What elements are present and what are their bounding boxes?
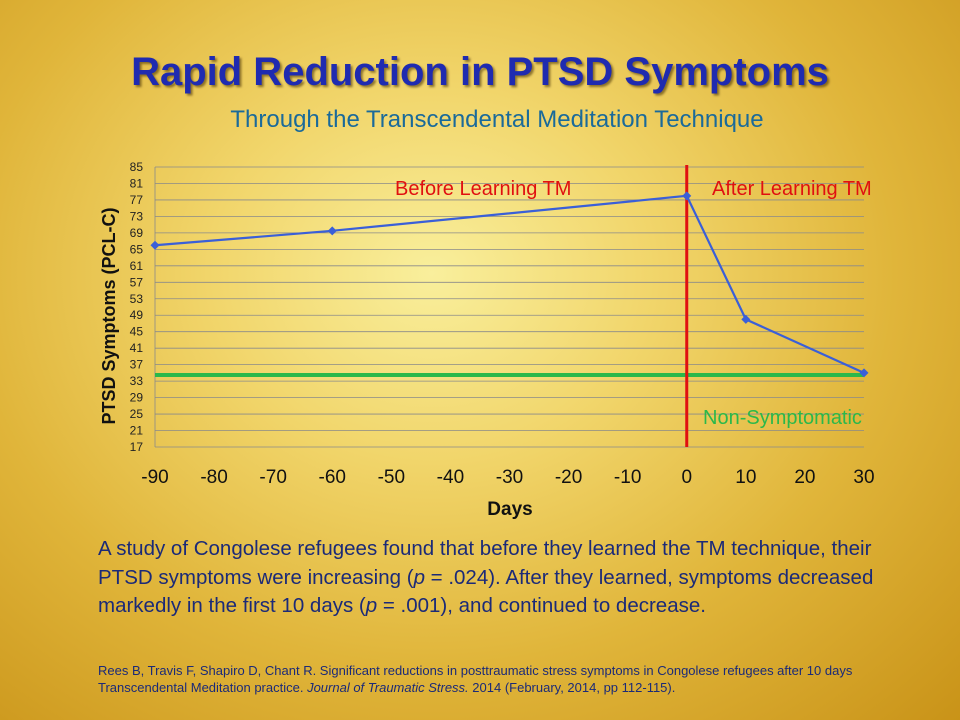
x-tick-label: 30 <box>853 467 874 488</box>
y-tick-label: 29 <box>130 391 144 405</box>
y-tick-label: 77 <box>130 193 144 207</box>
x-tick-label: -80 <box>200 467 227 488</box>
citation: Rees B, Travis F, Shapiro D, Chant R. Si… <box>98 662 898 696</box>
data-point-marker <box>741 314 751 324</box>
y-tick-label: 25 <box>130 407 144 421</box>
y-tick-label: 37 <box>130 358 144 372</box>
y-tick-label: 45 <box>130 325 144 339</box>
x-tick-label: -70 <box>259 467 286 488</box>
citation-journal: Journal of Traumatic Stress. <box>307 680 469 695</box>
y-tick-label: 33 <box>130 374 144 388</box>
grid-lines <box>154 166 864 448</box>
y-axis-ticks: 17 21 25 29 33 37 41 45 49 53 57 61 65 69 73 77 81 85 <box>130 160 144 454</box>
y-tick-label: 65 <box>130 242 144 256</box>
annotation-before-learning: Before Learning TM <box>395 178 571 200</box>
y-tick-label: 49 <box>130 308 144 322</box>
p-value-letter-1: p <box>413 565 425 589</box>
reference-lines <box>155 165 864 447</box>
p-value-letter-2: p <box>365 594 378 617</box>
x-tick-label: -30 <box>496 467 523 488</box>
x-tick-label: 20 <box>794 467 815 488</box>
data-point-marker <box>682 191 692 201</box>
y-tick-label: 41 <box>130 341 144 355</box>
citation-date: 2014 (February, 2014, pp 112-115). <box>468 680 676 695</box>
y-tick-label: 17 <box>130 440 144 454</box>
x-tick-label: -50 <box>378 467 405 488</box>
y-tick-label: 53 <box>130 292 144 306</box>
ptsd-line-chart: 17 21 25 29 33 37 41 45 49 53 57 61 65 69 73 77 81 85 -90… <box>99 160 875 520</box>
x-tick-label: -60 <box>319 467 346 488</box>
y-tick-label: 61 <box>130 259 144 273</box>
x-tick-label: -20 <box>555 467 582 488</box>
y-tick-label: 21 <box>130 424 144 438</box>
x-axis-label: Days <box>487 499 532 520</box>
y-tick-label: 69 <box>130 226 144 240</box>
slide-title: Rapid Reduction in PTSD Symptoms <box>131 50 829 94</box>
study-description: A study of Congolese refugees found that… <box>98 535 918 621</box>
x-axis-ticks: -90 -80 -70 -60 -50 -40 -30 -20 -10 0 10 20 30 <box>141 467 874 488</box>
body-part-1: A study of Congolese refugees found that… <box>98 537 872 589</box>
x-tick-label: -90 <box>141 467 168 488</box>
x-tick-label: -40 <box>437 467 464 488</box>
y-tick-label: 81 <box>130 176 144 190</box>
x-tick-label: 10 <box>735 467 756 488</box>
x-tick-label: 0 <box>681 467 692 488</box>
y-axis-label: PTSD Symptoms (PCL-C) <box>99 207 119 424</box>
series-group <box>150 191 869 378</box>
data-point-marker <box>327 226 337 236</box>
y-tick-label: 85 <box>130 160 144 174</box>
data-point-marker <box>859 368 869 378</box>
annotation-after-learning: After Learning TM <box>712 178 872 200</box>
citation-authors: Rees B, Travis F, Shapiro D, Chant R. Si… <box>98 663 853 695</box>
body-part-3: = .001), and continued to decrease. <box>377 594 706 617</box>
y-tick-label: 57 <box>130 275 144 289</box>
data-point-marker <box>150 240 160 250</box>
series-line <box>154 194 865 374</box>
body-part-2: = .024). After they learned, symptoms de… <box>98 565 874 618</box>
annotation-non-symptomatic: Non-Symptomatic <box>703 407 862 429</box>
slide-subtitle: Through the Transcendental Meditation Te… <box>230 106 764 133</box>
x-tick-label: -10 <box>614 467 641 488</box>
y-tick-label: 73 <box>130 209 144 223</box>
